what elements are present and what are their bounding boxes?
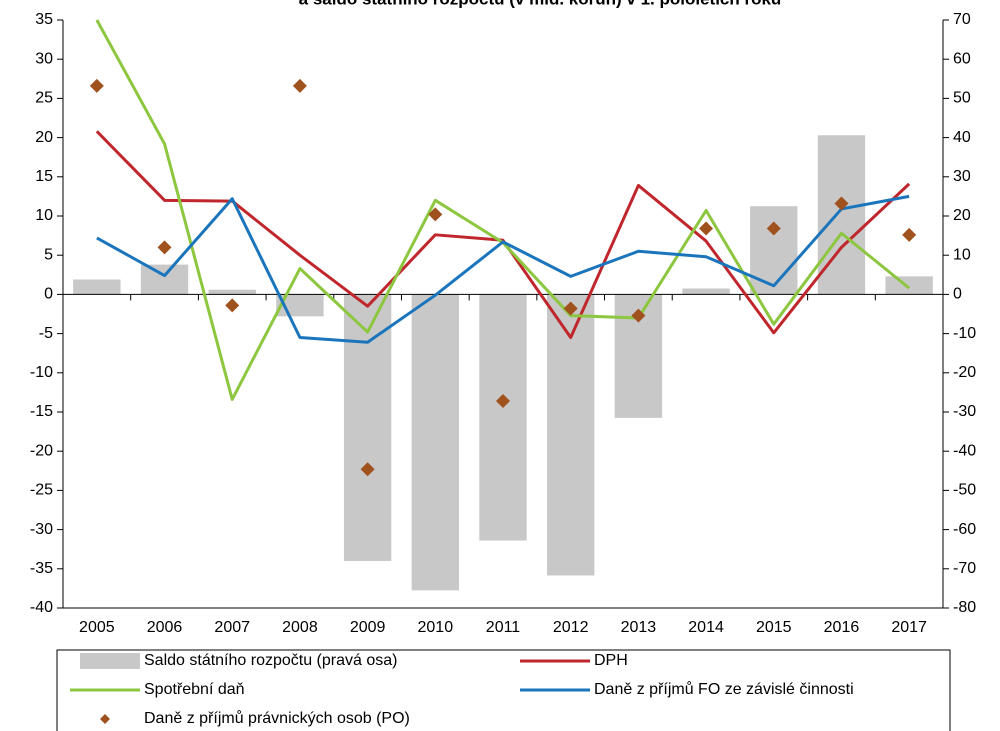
x-tick-label: 2010	[418, 619, 454, 636]
legend-label: DPH	[594, 652, 628, 669]
legend-label: Daně z příjmů právnických osob (PO)	[144, 709, 410, 727]
marker	[496, 394, 510, 409]
x-tick-label: 2009	[350, 619, 386, 636]
chart-title: a saldo státního rozpočtu (v mld. korun)…	[299, 0, 782, 8]
y2-tick-label: -70	[953, 560, 976, 577]
legend-label: Spotřební daň	[144, 681, 245, 698]
y-tick-label: 10	[35, 207, 53, 224]
bar	[73, 279, 121, 295]
bar	[885, 276, 933, 295]
x-tick-label: 2016	[824, 619, 860, 636]
x-tick-label: 2011	[486, 619, 521, 636]
marker	[428, 207, 443, 222]
x-tick-label: 2012	[553, 619, 589, 636]
y2-tick-label: 20	[953, 207, 971, 224]
marker	[631, 308, 646, 323]
y-tick-label: -15	[30, 403, 53, 420]
y-tick-label: 25	[35, 90, 53, 107]
y2-tick-label: -30	[953, 403, 976, 420]
x-tick-label: 2007	[214, 619, 250, 636]
x-tick-label: 2005	[79, 619, 115, 636]
y2-tick-label: -40	[953, 442, 976, 459]
y-tick-label: 15	[35, 168, 53, 185]
y2-tick-label: -60	[953, 521, 976, 538]
marker	[563, 301, 578, 316]
y-tick-label: 20	[35, 129, 53, 146]
y2-tick-label: 30	[953, 168, 971, 185]
y2-tick-label: -80	[953, 599, 976, 616]
marker	[360, 462, 375, 477]
bar	[411, 294, 459, 591]
x-tick-label: 2014	[688, 619, 724, 636]
marker	[766, 221, 781, 236]
legend-label: Daně z příjmů FO ze závislé činnosti	[594, 680, 854, 698]
x-tick-label: 2015	[756, 619, 792, 636]
y-tick-label: -25	[30, 482, 53, 499]
legend-swatch	[80, 653, 140, 669]
y-tick-label: -30	[30, 521, 53, 538]
x-tick-label: 2006	[147, 619, 183, 636]
y2-tick-label: 60	[953, 50, 971, 67]
marker	[157, 240, 172, 255]
y-tick-label: 0	[44, 286, 53, 303]
marker	[89, 78, 104, 93]
legend-box	[56, 649, 951, 731]
marker	[699, 221, 714, 236]
marker	[902, 227, 917, 242]
bar	[547, 294, 595, 576]
y2-tick-label: 10	[953, 246, 971, 263]
bar	[343, 294, 392, 561]
bar	[750, 206, 798, 295]
x-tick-label: 2013	[621, 619, 657, 636]
y-tick-label: -35	[30, 560, 53, 577]
y2-tick-label: -10	[953, 325, 976, 342]
y-tick-label: -40	[30, 599, 53, 616]
y-tick-label: -20	[30, 442, 53, 459]
bar	[208, 289, 256, 295]
x-tick-label: 2008	[282, 619, 318, 636]
bar	[479, 294, 527, 541]
marker	[834, 196, 849, 211]
marker	[292, 78, 307, 93]
y-tick-label: 30	[35, 50, 53, 67]
marker	[225, 298, 240, 313]
y2-tick-label: 0	[953, 286, 962, 303]
line	[96, 194, 910, 344]
y-tick-label: -5	[39, 325, 53, 342]
y-tick-label: -10	[30, 364, 53, 381]
y2-tick-label: 70	[953, 11, 971, 28]
bar	[140, 264, 189, 295]
y-tick-label: 5	[44, 246, 53, 263]
x-tick-label: 2017	[891, 619, 927, 636]
y2-tick-label: 40	[953, 129, 971, 146]
y2-tick-label: 50	[953, 90, 971, 107]
bar	[682, 288, 730, 295]
y2-tick-label: -50	[953, 482, 976, 499]
y2-tick-label: -20	[953, 364, 976, 381]
y-tick-label: 35	[35, 11, 53, 28]
legend-swatch	[100, 714, 110, 724]
legend-label: Saldo státního rozpočtu (pravá osa)	[144, 652, 397, 669]
